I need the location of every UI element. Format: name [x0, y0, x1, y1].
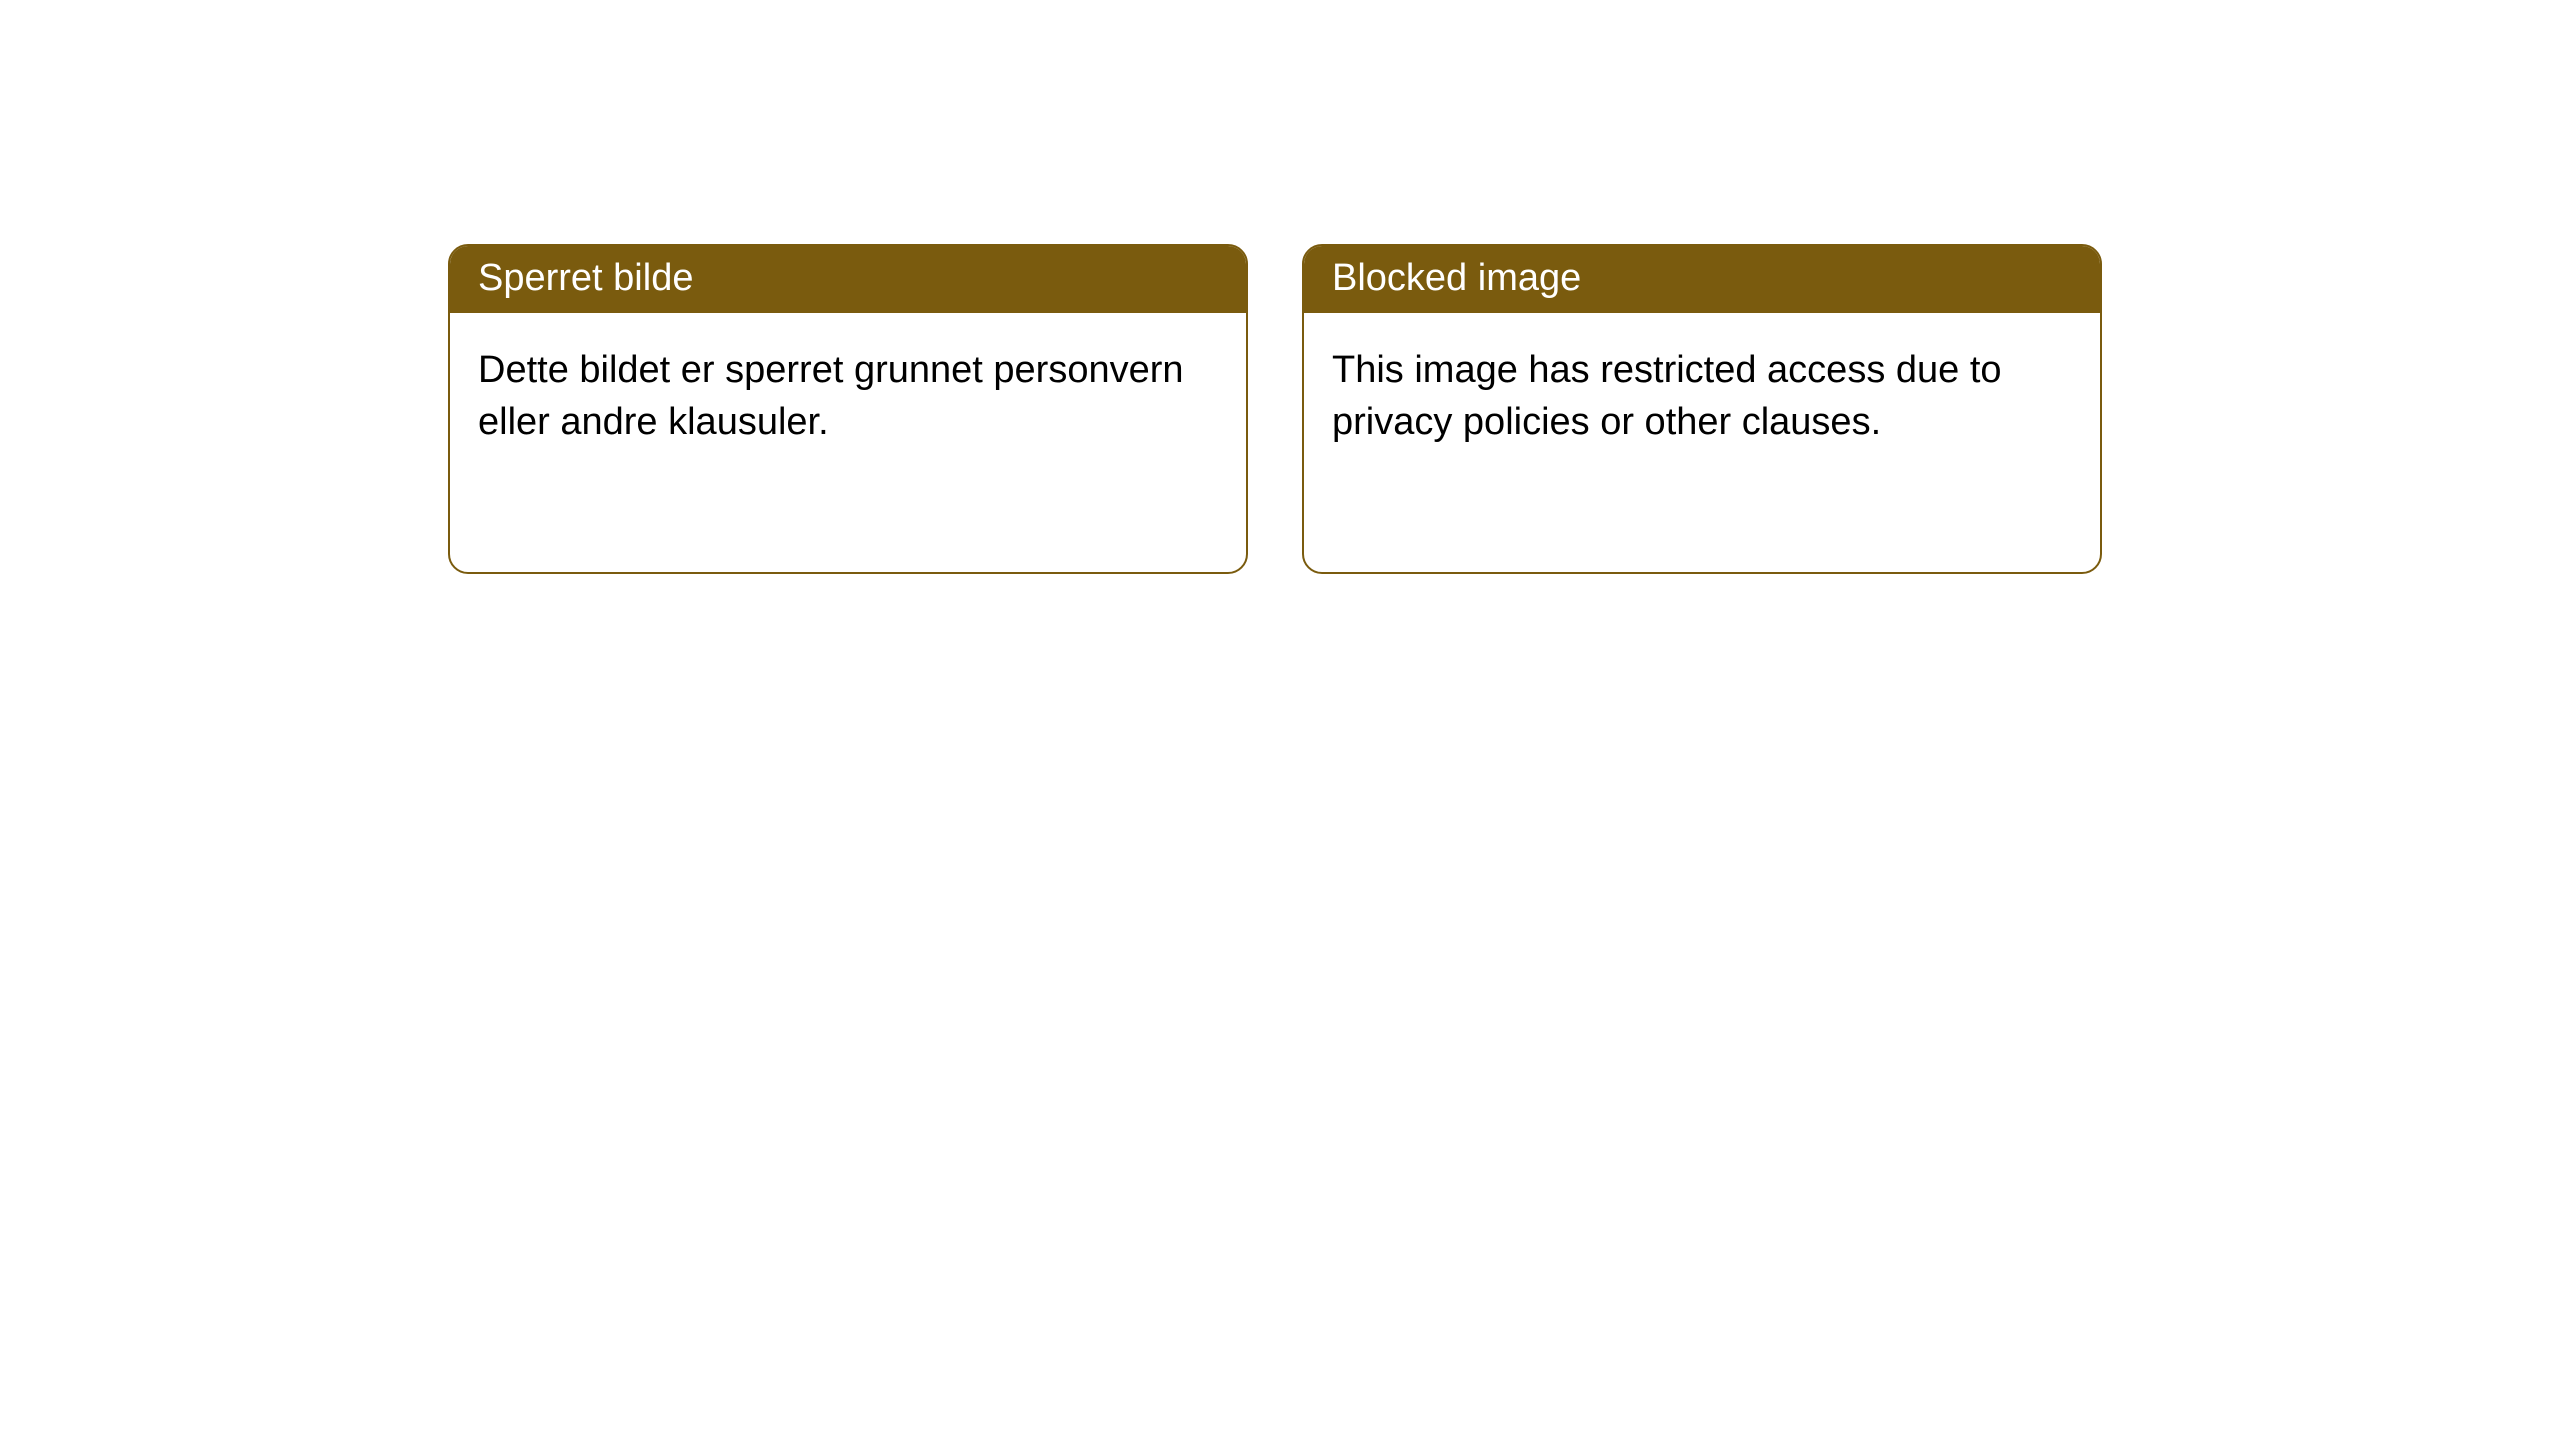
notice-cards-container: Sperret bilde Dette bildet er sperret gr… — [0, 0, 2560, 574]
card-header-norwegian: Sperret bilde — [450, 246, 1246, 313]
card-body-english: This image has restricted access due to … — [1304, 313, 2100, 480]
card-message-english: This image has restricted access due to … — [1332, 349, 2002, 442]
card-title-norwegian: Sperret bilde — [478, 257, 693, 299]
blocked-image-card-norwegian: Sperret bilde Dette bildet er sperret gr… — [448, 244, 1248, 574]
blocked-image-card-english: Blocked image This image has restricted … — [1302, 244, 2102, 574]
card-header-english: Blocked image — [1304, 246, 2100, 313]
card-message-norwegian: Dette bildet er sperret grunnet personve… — [478, 349, 1184, 442]
card-body-norwegian: Dette bildet er sperret grunnet personve… — [450, 313, 1246, 480]
card-title-english: Blocked image — [1332, 257, 1581, 299]
